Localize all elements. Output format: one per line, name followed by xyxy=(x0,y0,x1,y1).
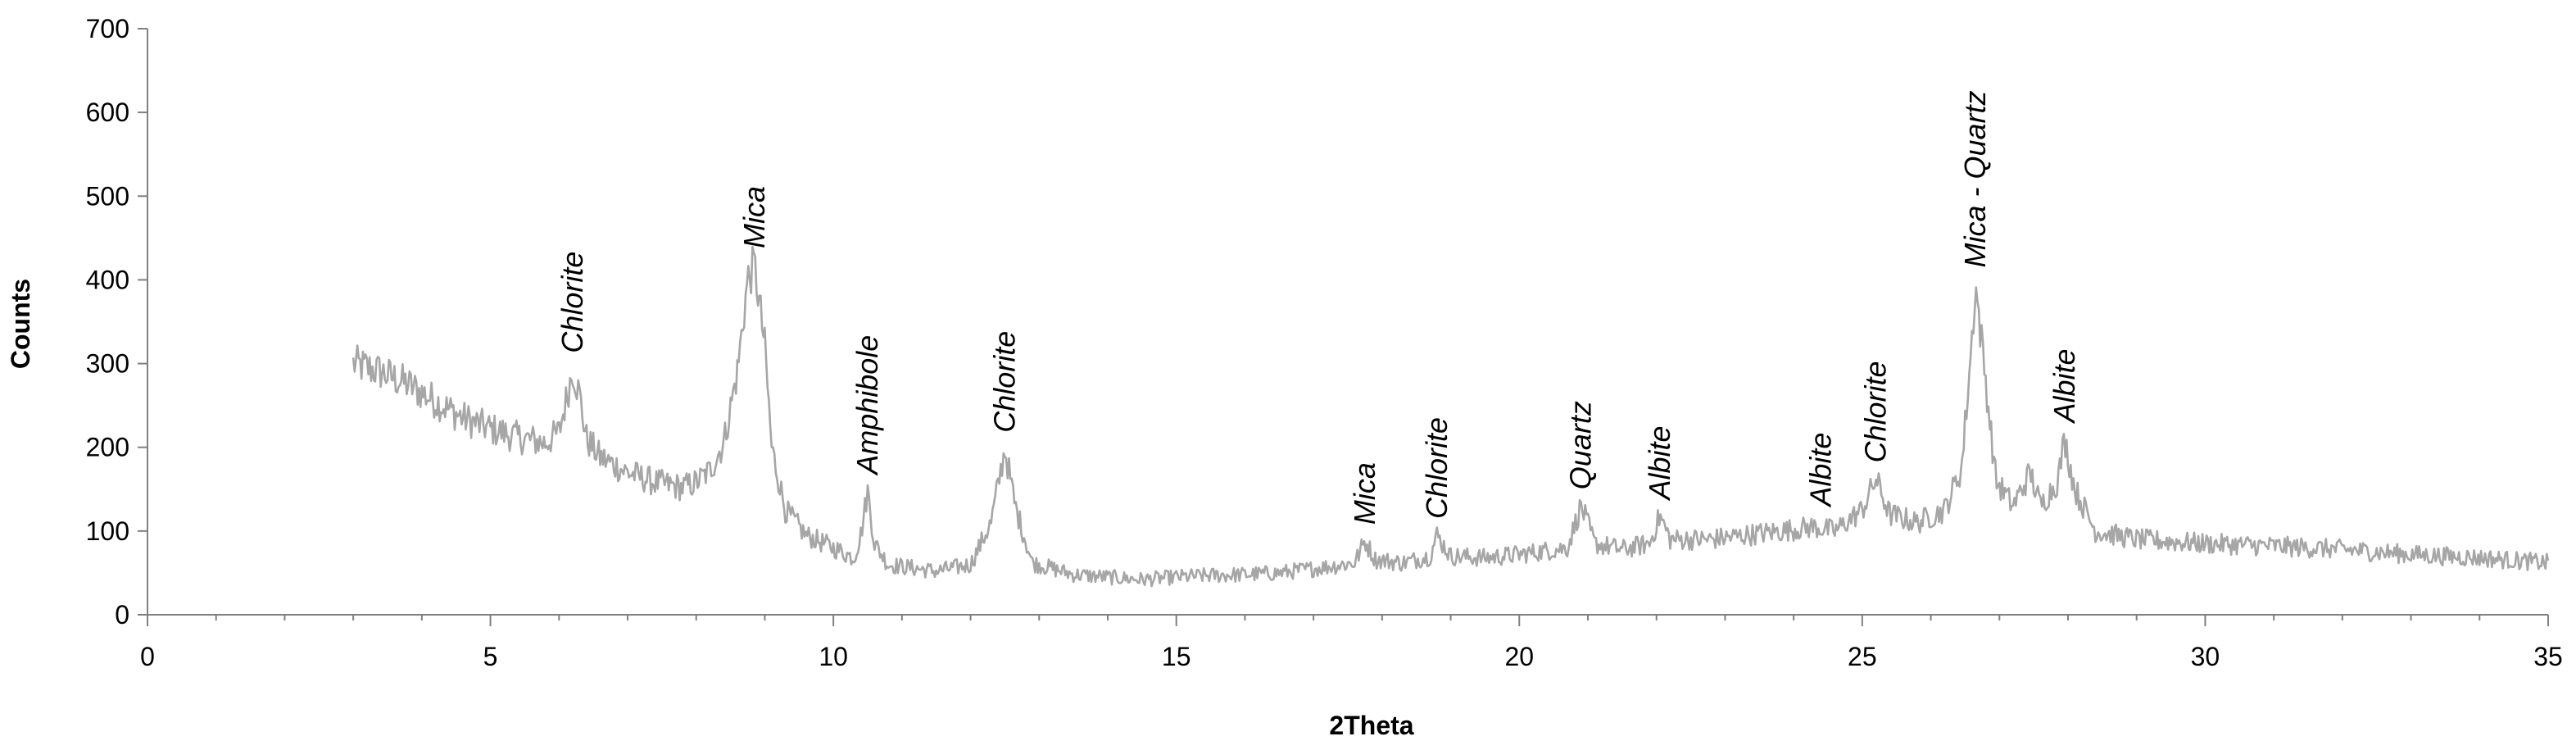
peak-label: Mica xyxy=(1348,462,1381,525)
peak-label: Chlorite xyxy=(1420,417,1454,519)
y-tick-label: 600 xyxy=(86,98,129,127)
y-tick-label: 200 xyxy=(86,433,129,462)
peak-label: Chlorite xyxy=(556,252,589,353)
y-tick-label: 100 xyxy=(86,516,129,546)
y-tick-label: 700 xyxy=(86,14,129,43)
x-tick-label: 30 xyxy=(2191,642,2220,671)
x-axis-title: 2Theta xyxy=(1329,711,1413,740)
peak-label: Mica xyxy=(737,186,771,248)
x-tick-label: 25 xyxy=(1848,642,1877,671)
peak-label: Amphibole xyxy=(850,335,884,476)
peak-label: Chlorite xyxy=(1859,361,1893,462)
x-tick-label: 0 xyxy=(140,642,155,671)
y-tick-label: 0 xyxy=(115,600,129,630)
x-tick-label: 5 xyxy=(483,642,498,671)
xrd-series-line xyxy=(351,245,2550,588)
x-tick-label: 35 xyxy=(2533,642,2563,671)
x-tick-label: 10 xyxy=(819,642,848,671)
peak-label: Albite xyxy=(1804,433,1838,508)
peak-label: Chlorite xyxy=(987,331,1021,433)
y-tick-label: 300 xyxy=(86,349,129,379)
y-tick-label: 500 xyxy=(86,181,129,211)
x-tick-label: 15 xyxy=(1162,642,1191,671)
axes xyxy=(138,28,2549,626)
y-tick-label: 400 xyxy=(86,265,129,294)
series-layer xyxy=(351,245,2550,588)
peak-label: Albite xyxy=(2048,348,2081,424)
tick-labels: 0 100 200 300 400 500 600 700 0 5 10 15 20 25 30 35 xyxy=(86,14,2563,671)
peak-annotations: Chlorite Mica Amphibole Chlorite Mica Chlorit… xyxy=(556,90,2081,525)
peak-label: Quartz xyxy=(1564,401,1598,489)
peak-label: Albite xyxy=(1643,425,1676,501)
x-tick-label: 20 xyxy=(1504,642,1534,671)
y-axis-title: Counts xyxy=(6,279,35,369)
peak-label: Mica - Quartz xyxy=(1958,90,1992,267)
